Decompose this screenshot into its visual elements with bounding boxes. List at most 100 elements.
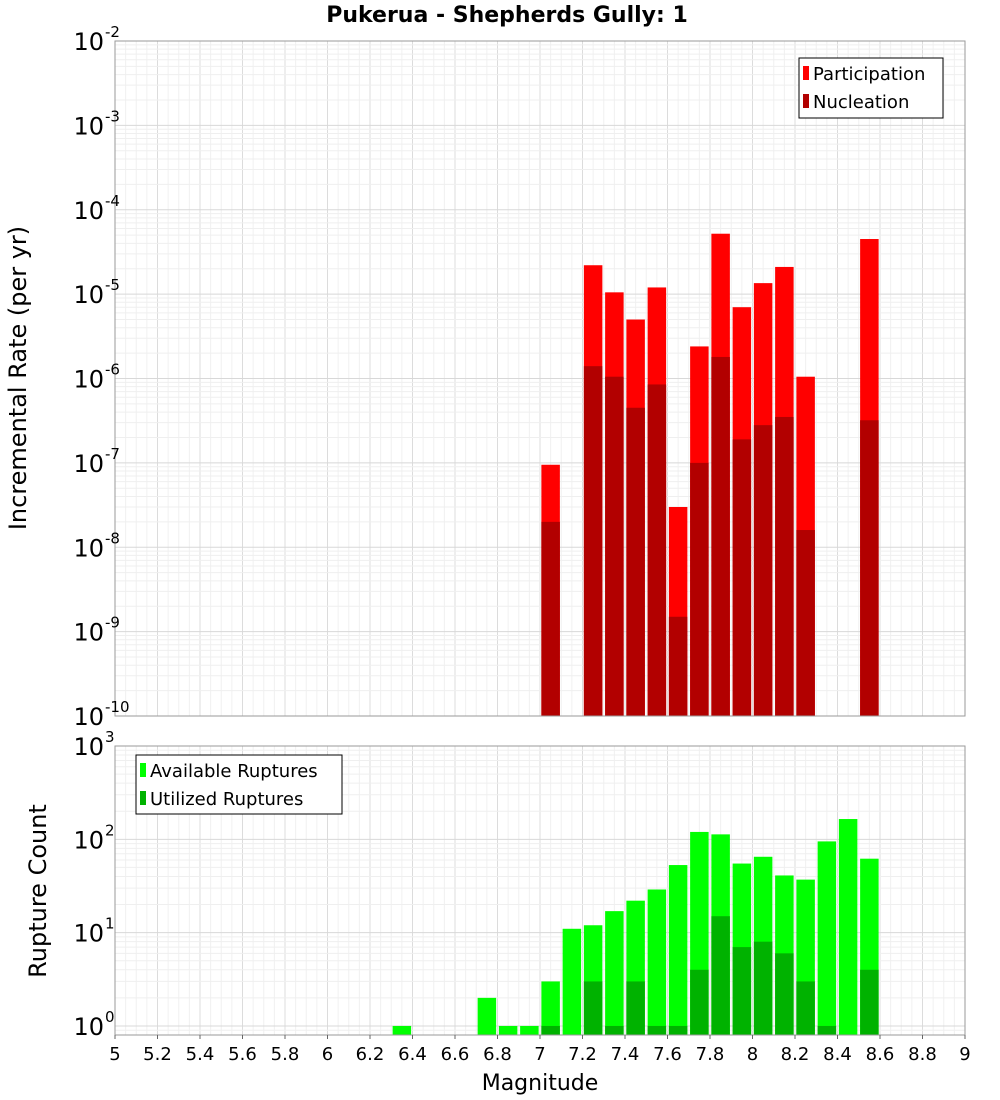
legend-label-available-ruptures: Available Ruptures [150,761,318,782]
bar-nucleation-7-75 [690,462,709,716]
y-tick-base: 10 [73,1013,104,1041]
x-tick-label: 7.8 [696,1044,725,1065]
y-tick-label: 10 1 [73,915,114,948]
bar-utilized-ruptures-8-35 [817,1025,837,1035]
legend-swatch-utilized-ruptures [140,791,146,805]
y-tick-base: 10 [73,281,104,309]
y-tick-base: 10 [73,733,104,761]
x-tick-label: 6.2 [356,1044,385,1065]
y-tick-label: 10 -7 [73,445,120,478]
y-tick-label: 10 -9 [73,614,120,647]
y-tick-exponent: -10 [105,698,130,716]
y-tick-exponent: -6 [105,361,120,379]
x-tick-label: 6.8 [483,1044,512,1065]
x-tick-label: 6.6 [441,1044,470,1065]
bar-available-ruptures-6-75 [477,997,497,1035]
bar-utilized-ruptures-8-25 [796,981,815,1035]
legend-swatch-participation [803,66,809,80]
rate-legend-box [798,57,944,119]
y-tick-base: 10 [73,534,104,562]
x-tick-label: 8.2 [781,1044,810,1065]
x-tick-label: 6 [322,1044,333,1065]
x-tick-label: 7 [534,1044,545,1065]
bar-nucleation-8-25 [796,530,815,716]
y-tick-exponent: -8 [105,529,120,547]
bar-nucleation-7-35 [605,376,624,716]
bar-available-ruptures-7-65 [668,865,688,1035]
x-tick-label: 5.6 [228,1044,257,1065]
legend-label-nucleation: Nucleation [813,92,909,113]
legend-swatch-nucleation [803,94,809,108]
bar-available-ruptures-8-35 [817,841,837,1035]
rate-plot-frame [114,40,966,717]
x-tick-label: 8.8 [908,1044,937,1065]
bar-utilized-ruptures-8-55 [860,969,879,1035]
bar-utilized-ruptures-7-45 [626,981,645,1035]
y-tick-base: 10 [73,619,104,647]
rate-bars [541,233,879,716]
count-y-axis-label: Rupture Count [24,804,52,978]
bar-nucleation-7-95 [732,439,752,716]
x-tick-label: 5.4 [186,1044,215,1065]
y-tick-base: 10 [73,826,104,854]
bar-available-ruptures-7-35 [605,911,624,1035]
y-tick-exponent: -2 [105,23,120,41]
y-tick-label: 10 -6 [73,361,120,394]
bar-nucleation-8-55 [860,420,879,716]
y-tick-base: 10 [73,197,104,225]
count-legend-box [135,754,343,815]
x-tick-label: 8.4 [823,1044,852,1065]
y-tick-exponent: 2 [105,821,115,839]
y-tick-exponent: 3 [105,728,115,746]
x-axis-ticks: 5 5.2 5.4 5.6 5.8 6 6.2 6.4 6.6 6.8 7 7.2 7.4 7.6 7.8 8… [109,1035,971,1065]
bar-nucleation-7-25 [583,366,603,716]
y-tick-base: 10 [73,112,104,140]
y-tick-exponent: -9 [105,614,120,632]
y-tick-label: 10 -10 [73,698,129,731]
bar-utilized-ruptures-7-55 [647,1025,667,1035]
bar-utilized-ruptures-7-65 [668,1025,688,1035]
bar-nucleation-7-05 [541,521,560,716]
bar-available-ruptures-7-55 [647,889,667,1035]
rate-y-axis-label: Incremental Rate (per yr) [4,226,32,530]
bar-utilized-ruptures-7-95 [732,947,752,1035]
bar-utilized-ruptures-7-35 [605,1025,624,1035]
count-bars [392,819,879,1035]
bar-nucleation-7-65 [668,616,688,716]
x-tick-label: 7.4 [611,1044,640,1065]
legend-label-utilized-ruptures: Utilized Ruptures [150,789,303,810]
count-legend: Available Ruptures Utilized Ruptures [135,754,343,815]
bar-utilized-ruptures-8-05 [753,941,773,1035]
y-tick-exponent: -4 [105,192,120,210]
x-tick-label: 5 [109,1044,120,1065]
y-tick-exponent: -7 [105,445,120,463]
x-tick-label: 8.6 [866,1044,895,1065]
y-tick-label: 10 -8 [73,529,120,562]
bar-utilized-ruptures-7-05 [541,1025,560,1035]
bar-utilized-ruptures-7-75 [690,969,709,1035]
y-tick-label: 10 -3 [73,107,120,140]
y-tick-label: 10 -4 [73,192,120,225]
y-tick-label: 10 -2 [73,23,120,56]
y-tick-base: 10 [73,920,104,948]
y-tick-label: 10 2 [73,821,114,854]
bar-available-ruptures-6-35 [392,1025,412,1035]
x-tick-label: 6.4 [398,1044,427,1065]
x-tick-label: 5.8 [271,1044,300,1065]
x-tick-label: 7.2 [568,1044,597,1065]
legend-label-participation: Participation [813,64,925,85]
x-tick-label: 5.2 [143,1044,172,1065]
bar-available-ruptures-6-85 [498,1025,518,1035]
y-tick-base: 10 [73,28,104,56]
rate-y-ticks: 10-210-310-410-510-610-710-810-910-10 [73,23,129,731]
y-tick-base: 10 [73,703,104,731]
bar-available-ruptures-7-05 [541,981,560,1035]
bar-nucleation-7-55 [647,384,667,716]
bar-nucleation-8-15 [775,416,794,716]
bar-available-ruptures-7-15 [562,928,582,1035]
bar-utilized-ruptures-8-15 [775,953,794,1035]
y-tick-label: 10 0 [73,1008,114,1041]
